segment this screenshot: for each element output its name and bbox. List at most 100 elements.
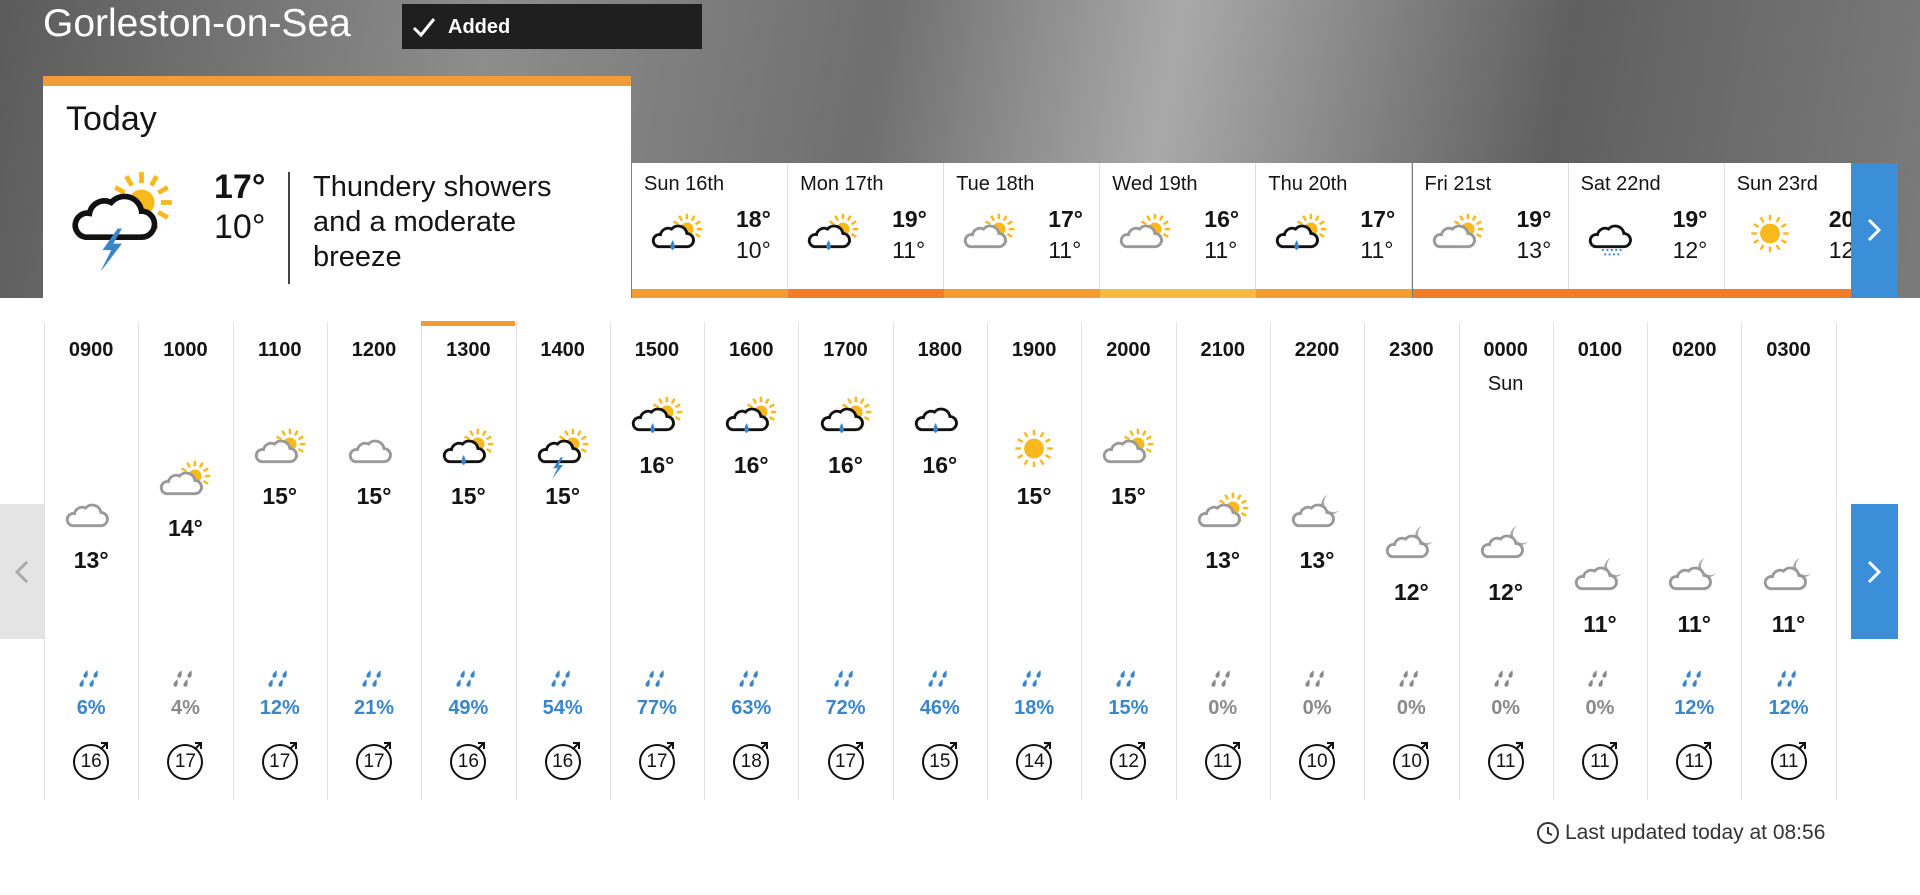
today-low: 10° [214,208,266,246]
weather-icon [914,407,958,434]
weather-icon [1103,428,1154,464]
chevron-left [14,560,29,584]
hours-prev-button[interactable] [0,504,44,639]
rain-icon [1399,670,1419,687]
day-bar [788,289,945,298]
column-divider [609,322,611,800]
rain-icon [1494,670,1513,687]
wind-icon [73,742,110,780]
clock-icon [1537,822,1559,844]
day-label: Fri 21st [1424,173,1492,195]
rain-icon [1682,670,1701,687]
hour-temp: 11° [1583,610,1617,637]
column-divider [44,322,45,800]
hours-next-button[interactable] [1851,504,1898,639]
hour-time[interactable]: 1600 [728,339,774,361]
hour-time[interactable]: 2000 [1106,339,1151,361]
wind-speed: 16 [552,751,574,772]
wind-icon [450,742,487,780]
hour-time[interactable]: 1900 [1011,339,1057,361]
hour-time[interactable]: 0300 [1766,339,1811,361]
wind-icon [356,742,393,780]
column-divider [987,322,988,800]
hour-time[interactable]: 0200 [1671,339,1717,361]
hour-time[interactable]: 1000 [163,339,208,361]
hour-time[interactable]: 0900 [68,339,114,361]
rain-chance: 72% [825,697,866,719]
hour-temp: 11° [1771,610,1806,637]
rain-chance: 49% [448,697,489,719]
today-panel[interactable]: Today 17° 10° Thundery showers and a mod… [43,76,631,298]
days-next-button[interactable] [1851,163,1898,298]
day-low: 12° [1672,237,1708,263]
wind-speed: 12 [1117,751,1139,772]
rain-chance: 0% [1491,697,1521,719]
hour-time[interactable]: 1400 [540,339,585,361]
day-tab[interactable]: Thu 20th 17° 11° [1256,163,1413,298]
rain-chance: 12% [1674,697,1715,719]
wind-speed: 16 [80,751,102,772]
day-bar [632,289,788,298]
day-tab[interactable]: Sun 23rd 20° 12° [1724,163,1851,298]
day-high: 19° [1672,206,1708,232]
check-icon [412,18,436,38]
rain-chance: 6% [76,697,106,719]
hour-time[interactable]: 2200 [1294,339,1340,361]
rain-chance: 15% [1108,697,1149,719]
hour-time[interactable]: 2300 [1389,339,1434,361]
weather-icon [820,396,871,434]
added-button[interactable]: Added [402,4,702,49]
day-tab[interactable]: Sun 16th 18° 10° [632,163,788,298]
rain-icon [1022,670,1041,687]
wind-icon [1299,742,1336,780]
hour-time[interactable]: 1100 [258,339,302,361]
column-divider [1458,322,1460,800]
wind-speed: 17 [269,751,291,772]
hour-temp: 14° [168,515,203,542]
weather-icon [1763,557,1811,591]
column-divider [892,322,894,800]
hour-temp: 15° [450,483,486,510]
hour-time[interactable]: 1300 [446,339,491,361]
hour-temp: 12° [1488,578,1524,605]
wind-speed: 16 [457,751,479,772]
wind-icon [1393,742,1430,780]
hour-time[interactable]: 1700 [823,339,868,361]
column-divider [1081,322,1083,800]
rain-icon [1588,670,1607,687]
weather-icon [1432,213,1483,248]
day-high: 20° [1828,206,1851,232]
weather-icon [1120,213,1171,248]
weather-icon [726,396,777,434]
hour-time[interactable]: 0000 [1483,339,1528,361]
weather-icon [651,213,703,250]
day-label: Thu 20th [1268,173,1348,195]
weather-icon [1276,213,1327,250]
day-tab[interactable]: Mon 17th 19° 11° [788,163,945,298]
hour-temp: 11° [1677,610,1711,637]
column-divider [326,322,328,800]
hour-time[interactable]: 2100 [1200,339,1245,361]
hour-time[interactable]: 0100 [1577,339,1623,361]
weather-icon [1291,494,1340,527]
day-label: Sun 16th [644,173,725,195]
weather-icon [1480,526,1528,559]
hour-time[interactable]: 1800 [917,339,963,361]
wind-icon [921,742,958,780]
day-tab[interactable]: Wed 19th 16° 11° [1100,163,1257,298]
day-tab[interactable]: Sat 22nd 19° 12° [1568,163,1725,298]
last-updated: Last updated today at 08:56 [1565,821,1826,844]
today-high: 17° [214,168,266,206]
day-tab[interactable]: Tue 18th 17° 11° [944,163,1101,298]
day-bar [1256,289,1413,298]
wind-speed: 10 [1400,751,1422,772]
rain-icon [928,670,947,687]
hour-time[interactable]: 1200 [351,339,397,361]
hour-temp: 15° [262,483,298,510]
column-divider [421,322,423,800]
column-divider [1364,322,1366,800]
day-bar [944,289,1101,298]
weather-icon [807,213,859,250]
hour-time[interactable]: 1500 [634,339,680,361]
day-tab[interactable]: Fri 21st 19° 13° [1412,163,1569,298]
